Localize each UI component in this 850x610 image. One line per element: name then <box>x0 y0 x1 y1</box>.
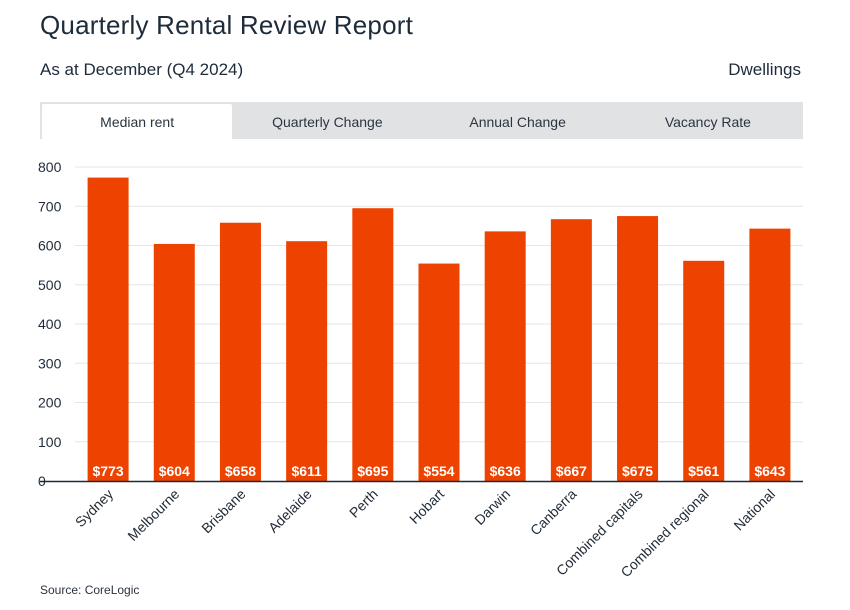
bar-data-label: $658 <box>225 463 256 479</box>
dwelling-type-label: Dwellings <box>728 60 801 79</box>
bar <box>87 177 129 481</box>
bar-data-label: $611 <box>291 463 322 479</box>
bar-data-label: $773 <box>93 463 124 479</box>
bar <box>484 231 526 481</box>
tab-vacancy-rate[interactable]: Vacancy Rate <box>664 113 751 130</box>
page-title: Quarterly Rental Review Report <box>40 10 414 40</box>
bar-data-label: $636 <box>490 463 521 479</box>
tab-quarterly-change[interactable]: Quarterly Change <box>272 113 383 130</box>
bar-data-label: $675 <box>622 463 653 479</box>
bar-data-label: $604 <box>159 463 190 479</box>
x-tick-label: Sydney <box>72 486 116 530</box>
y-tick-label: 300 <box>38 355 62 371</box>
report-date: As at December (Q4 2024) <box>40 60 244 79</box>
metric-tabs: Median rent Quarterly Change Annual Chan… <box>40 102 803 139</box>
bar <box>352 208 394 481</box>
tab-annual-change[interactable]: Annual Change <box>469 113 566 130</box>
x-tick-label: Brisbane <box>198 486 249 537</box>
bar-data-label: $695 <box>357 463 388 479</box>
bar <box>550 219 592 481</box>
bar-data-label: $561 <box>688 463 719 479</box>
bar-data-label: $667 <box>556 463 587 479</box>
y-tick-label: 100 <box>38 434 62 450</box>
y-tick-label: 500 <box>38 277 62 293</box>
y-tick-label: 600 <box>38 238 62 254</box>
bar <box>617 216 659 481</box>
x-tick-label: Melbourne <box>124 486 182 544</box>
y-tick-label: 400 <box>38 316 62 332</box>
bar <box>286 241 328 481</box>
bar <box>153 243 195 481</box>
x-tick-label: Darwin <box>471 486 513 528</box>
x-tick-label: National <box>730 486 778 534</box>
bar <box>219 222 261 482</box>
source-note: Source: CoreLogic <box>40 583 140 597</box>
x-tick-label: Adelaide <box>265 486 315 536</box>
bar <box>418 263 460 481</box>
y-tick-label: 200 <box>38 395 62 411</box>
median-rent-bar-chart: 0100200300400500600700800$773Sydney$604M… <box>38 159 803 580</box>
y-tick-label: 800 <box>38 159 62 175</box>
x-tick-label: Hobart <box>406 486 447 527</box>
bar-data-label: $643 <box>754 463 785 479</box>
y-tick-label: 700 <box>38 198 62 214</box>
x-tick-label: Perth <box>346 486 381 521</box>
bar <box>683 260 725 481</box>
tab-median-rent[interactable]: Median rent <box>42 104 233 139</box>
bar-data-label: $554 <box>423 463 454 479</box>
x-tick-label: Canberra <box>527 486 580 539</box>
bar <box>749 228 791 481</box>
